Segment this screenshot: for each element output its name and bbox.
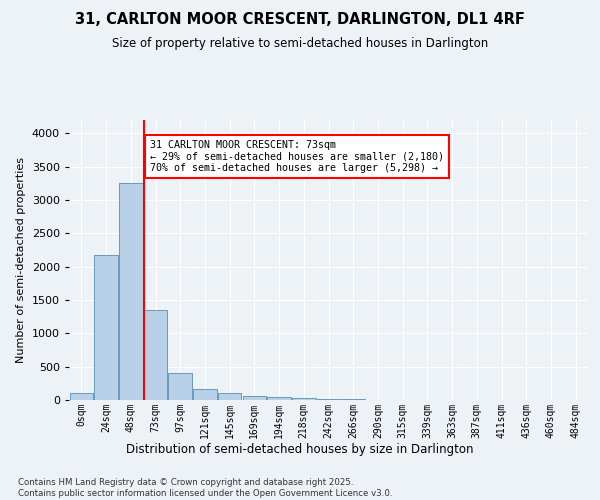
Bar — [119, 184, 143, 400]
Bar — [193, 388, 217, 400]
Bar — [169, 374, 192, 400]
Bar — [144, 310, 167, 400]
Text: Distribution of semi-detached houses by size in Darlington: Distribution of semi-detached houses by … — [126, 442, 474, 456]
Bar — [242, 396, 266, 400]
Bar — [317, 399, 340, 400]
Text: Size of property relative to semi-detached houses in Darlington: Size of property relative to semi-detach… — [112, 38, 488, 51]
Bar — [292, 398, 316, 400]
Y-axis label: Number of semi-detached properties: Number of semi-detached properties — [16, 157, 26, 363]
Bar — [218, 392, 241, 400]
Text: 31 CARLTON MOOR CRESCENT: 73sqm
← 29% of semi-detached houses are smaller (2,180: 31 CARLTON MOOR CRESCENT: 73sqm ← 29% of… — [150, 140, 444, 173]
Text: 31, CARLTON MOOR CRESCENT, DARLINGTON, DL1 4RF: 31, CARLTON MOOR CRESCENT, DARLINGTON, D… — [75, 12, 525, 28]
Bar — [70, 394, 93, 400]
Text: Contains HM Land Registry data © Crown copyright and database right 2025.
Contai: Contains HM Land Registry data © Crown c… — [18, 478, 392, 498]
Bar — [94, 254, 118, 400]
Bar — [268, 398, 291, 400]
